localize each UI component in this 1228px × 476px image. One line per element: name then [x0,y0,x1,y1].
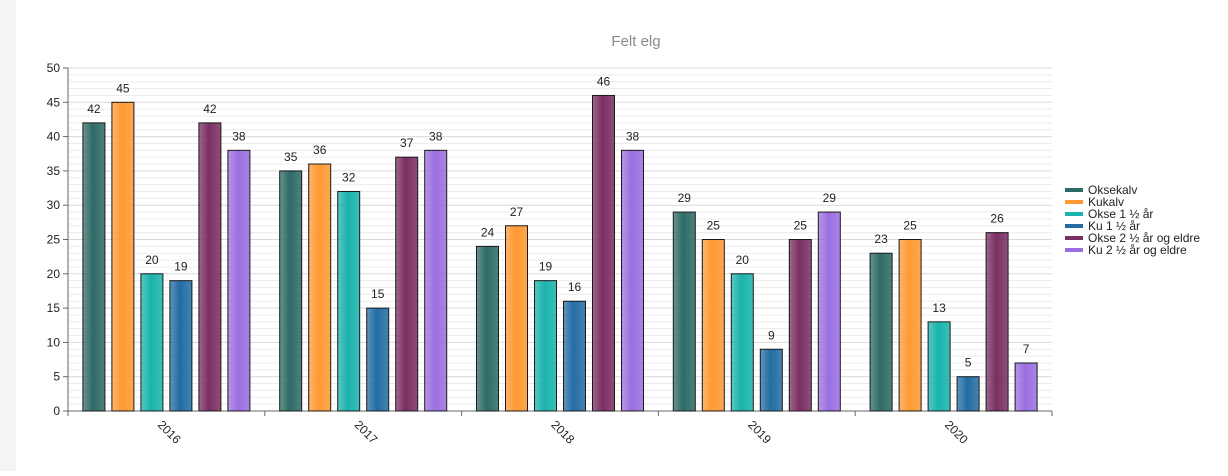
data-label-oksekalv-2016: 42 [87,102,101,116]
legend-label-okse-2-half-ar-og-eldre: Okse 2 ½ år og eldre [1088,231,1200,245]
bar-ku-1-half-ar-2020 [956,376,980,412]
bar-okse-1-half-ar-2020 [927,321,951,412]
data-label-okse-2-half-ar-og-eldre-2020: 26 [990,212,1004,226]
data-label-kukalv-2020: 25 [903,219,917,233]
bar-okse-1-half-ar-2019 [730,273,754,412]
y-tick-label: 0 [53,404,60,418]
bar-ku-2-half-ar-og-eldre-2016 [227,149,251,412]
x-tick-label-2020: 2020 [942,418,971,447]
chart-title: Felt elg [611,33,660,50]
bar-okse-2-half-ar-og-eldre-2018 [592,94,615,412]
bar-okse-1-half-ar-2017 [337,190,361,412]
chart-container: Felt elg 0 5 10 15 20 25 30 35 40 45 50 2016 2017 20… [16,0,1228,471]
data-label-okse-2-half-ar-og-eldre-2018: 46 [597,74,611,88]
data-label-kukalv-2017: 36 [313,143,327,157]
bar-ku-1-half-ar-2018 [563,300,586,412]
legend-swatch-oksekalv [1065,188,1083,192]
bar-oksekalv-2019 [672,211,696,412]
bar-okse-2-half-ar-og-eldre-2020 [985,232,1009,412]
x-tick-label-2016: 2016 [155,418,184,447]
y-tick-label: 20 [47,267,61,281]
bar-okse-1-half-ar-2018 [534,280,557,412]
data-label-ku-2-half-ar-og-eldre-2019: 29 [823,191,837,205]
data-label-okse-2-half-ar-og-eldre-2016: 42 [203,102,217,116]
y-tick-label: 10 [47,335,61,349]
legend-swatch-kukalv [1065,200,1083,204]
data-label-ku-1-half-ar-2019: 9 [768,328,775,342]
legend-swatch-okse-2-half-ar-og-eldre [1065,236,1083,240]
data-label-ku-1-half-ar-2018: 16 [568,280,582,294]
data-label-ku-2-half-ar-og-eldre-2020: 7 [1023,342,1030,356]
data-label-oksekalv-2018: 24 [481,225,495,239]
x-tick-label-2018: 2018 [548,418,577,447]
y-tick-label: 45 [47,95,61,109]
x-tick-label-2019: 2019 [745,418,774,447]
data-label-okse-2-half-ar-og-eldre-2019: 25 [794,219,808,233]
legend-label-okse-1-half-ar: Okse 1 ½ år [1088,207,1153,221]
bar-ku-2-half-ar-og-eldre-2017 [424,149,448,412]
y-tick-label: 35 [47,164,61,178]
data-label-okse-1-half-ar-2020: 13 [932,301,946,315]
legend-label-ku-2-half-ar-og-eldre: Ku 2 ½ år og eldre [1088,243,1187,257]
y-tick-label: 15 [47,301,61,315]
left-margin-strip [0,0,16,471]
data-label-kukalv-2018: 27 [510,205,524,219]
data-label-okse-2-half-ar-og-eldre-2017: 37 [400,136,414,150]
bar-ku-1-half-ar-2016 [169,280,193,412]
legend-label-ku-1-half-ar: Ku 1 ½ år [1088,219,1140,233]
bar-ku-2-half-ar-og-eldre-2020 [1014,362,1038,412]
data-label-kukalv-2016: 45 [116,81,130,95]
legend-swatch-ku-2-half-ar-og-eldre [1065,248,1083,252]
y-tick-label: 5 [53,370,60,384]
data-label-oksekalv-2017: 35 [284,150,298,164]
bar-kukalv-2019 [701,239,725,412]
bar-oksekalv-2018 [476,245,499,412]
data-label-okse-1-half-ar-2019: 20 [736,253,750,267]
bar-oksekalv-2016 [82,122,106,412]
bar-okse-2-half-ar-og-eldre-2019 [788,239,812,412]
y-tick-label: 25 [47,233,61,247]
bar-ku-2-half-ar-og-eldre-2018 [621,149,644,412]
data-label-ku-1-half-ar-2016: 19 [174,260,188,274]
data-label-oksekalv-2019: 29 [678,191,692,205]
data-label-okse-1-half-ar-2017: 32 [342,170,356,184]
data-label-okse-1-half-ar-2018: 19 [539,260,553,274]
data-label-ku-2-half-ar-og-eldre-2016: 38 [232,129,246,143]
bar-kukalv-2020 [898,239,922,412]
y-tick-label: 50 [47,61,61,75]
bar-okse-2-half-ar-og-eldre-2017 [395,156,419,412]
data-label-ku-2-half-ar-og-eldre-2018: 38 [626,129,640,143]
legend-label-kukalv: Kukalv [1088,195,1124,209]
bar-kukalv-2016 [111,101,135,412]
legend-swatch-okse-1-half-ar [1065,212,1083,216]
bar-ku-2-half-ar-og-eldre-2019 [817,211,841,412]
x-axis: 2016 2017 2018 2019 2020 [67,410,1053,447]
data-label-okse-1-half-ar-2016: 20 [145,253,159,267]
legend-swatch-ku-1-half-ar [1065,224,1083,228]
bars [82,94,1038,412]
data-labels: 42 45 20 19 42 38 35 36 32 15 37 38 24 27 19 16 46 38 29 25… [87,74,1030,369]
data-label-ku-1-half-ar-2017: 15 [371,287,385,301]
bar-okse-2-half-ar-og-eldre-2016 [198,122,222,412]
bar-oksekalv-2017 [279,170,303,412]
y-tick-label: 40 [47,130,61,144]
bar-ku-1-half-ar-2017 [366,307,390,412]
bar-ku-1-half-ar-2019 [759,348,783,412]
bar-okse-1-half-ar-2016 [140,273,164,412]
y-tick-label: 30 [47,198,61,212]
bar-kukalv-2017 [308,163,332,412]
data-label-ku-1-half-ar-2020: 5 [965,356,972,370]
y-axis: 0 5 10 15 20 25 30 35 40 45 50 [47,61,69,418]
data-label-oksekalv-2020: 23 [874,232,888,246]
bar-oksekalv-2020 [869,252,893,412]
legend-label-oksekalv: Oksekalv [1088,183,1137,197]
x-tick-label-2017: 2017 [352,418,381,447]
data-label-ku-2-half-ar-og-eldre-2017: 38 [429,129,443,143]
bar-kukalv-2018 [505,225,528,412]
data-label-kukalv-2019: 25 [707,219,721,233]
